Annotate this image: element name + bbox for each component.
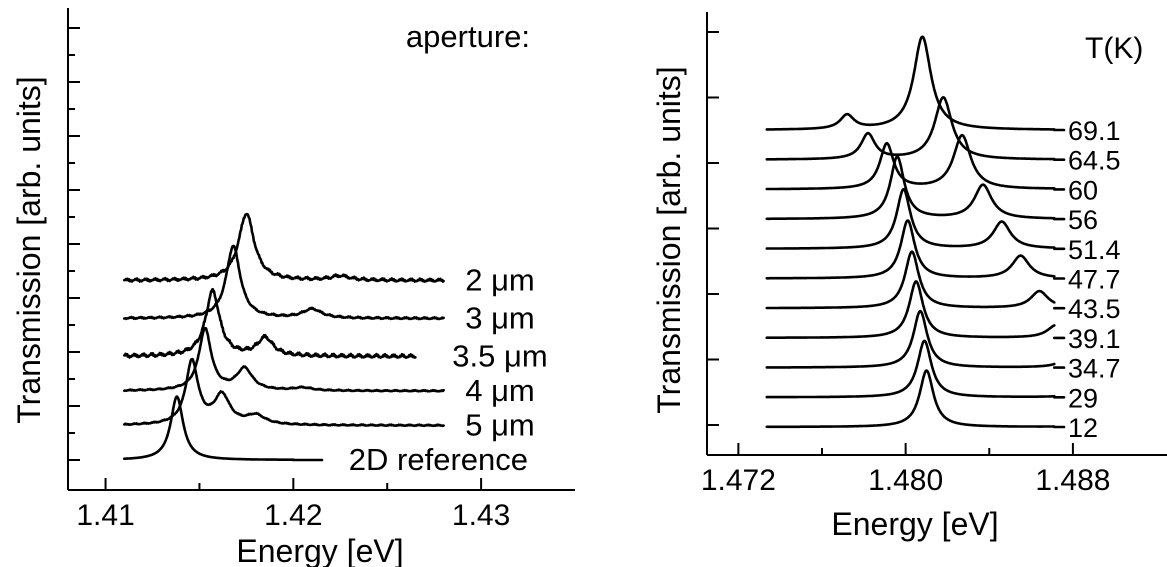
series-label: 3.5 μm (452, 339, 547, 374)
left-y-axis-label: Transmission [arb. units] (11, 76, 47, 423)
series-label: 39.1 (1068, 324, 1121, 354)
series-line (765, 219, 1056, 280)
series-label: 2 μm (465, 263, 535, 298)
x-tick-label: 1.42 (264, 499, 322, 532)
right-legend-title: T(K) (1085, 32, 1143, 65)
series-line (765, 309, 1056, 369)
series-line (765, 35, 1056, 131)
series-line (765, 339, 1056, 399)
right-series-lines (765, 35, 1066, 429)
series-label: 51.4 (1068, 235, 1121, 265)
series-line (765, 369, 1056, 429)
series-label: 47.7 (1068, 265, 1121, 295)
right-x-axis-label: Energy [eV] (831, 506, 998, 542)
series-label: 3 μm (465, 301, 535, 336)
series-label: 2D reference (349, 442, 528, 477)
series-line (123, 326, 445, 393)
series-label: 60 (1068, 175, 1098, 205)
series-line (765, 280, 1056, 339)
series-label: 56 (1068, 205, 1098, 235)
x-tick-label: 1.41 (76, 499, 134, 532)
left-legend-title: aperture: (406, 19, 530, 54)
series-label: 29 (1068, 383, 1098, 413)
series-line (123, 395, 295, 461)
series-line (123, 212, 445, 283)
right-plot-frame (706, 12, 1167, 456)
series-line (765, 250, 1056, 310)
series-line (123, 357, 445, 428)
series-label: 4 μm (465, 373, 535, 408)
series-line (123, 244, 445, 321)
series-label: 43.5 (1068, 294, 1121, 324)
x-tick-label: 1.488 (1035, 464, 1110, 497)
series-label: 69.1 (1068, 116, 1121, 146)
right-y-axis-label: Transmission [arb. units] (651, 66, 687, 413)
x-tick-label: 1.472 (701, 464, 776, 497)
series-line (765, 96, 1056, 161)
series-line (123, 287, 417, 359)
series-line (765, 188, 1056, 250)
left-x-axis-label: Energy [eV] (236, 533, 403, 567)
x-tick-label: 1.43 (452, 499, 510, 532)
series-label: 12 (1068, 413, 1098, 443)
series-line (765, 133, 1056, 191)
right-panel: 1.472 1.480 1.488 69.164.5605651.447.743.5… (651, 12, 1167, 542)
series-label: 5 μm (465, 408, 535, 443)
x-tick-label: 1.480 (868, 464, 943, 497)
right-axis-ticks: 1.472 1.480 1.488 (701, 31, 1110, 497)
left-axis-ticks: 1.41 1.42 1.43 (68, 27, 510, 532)
series-line (765, 155, 1056, 221)
left-series-lines (123, 212, 445, 462)
series-label: 64.5 (1068, 146, 1121, 176)
series-label: 34.7 (1068, 354, 1121, 384)
left-plot-frame (67, 8, 575, 491)
